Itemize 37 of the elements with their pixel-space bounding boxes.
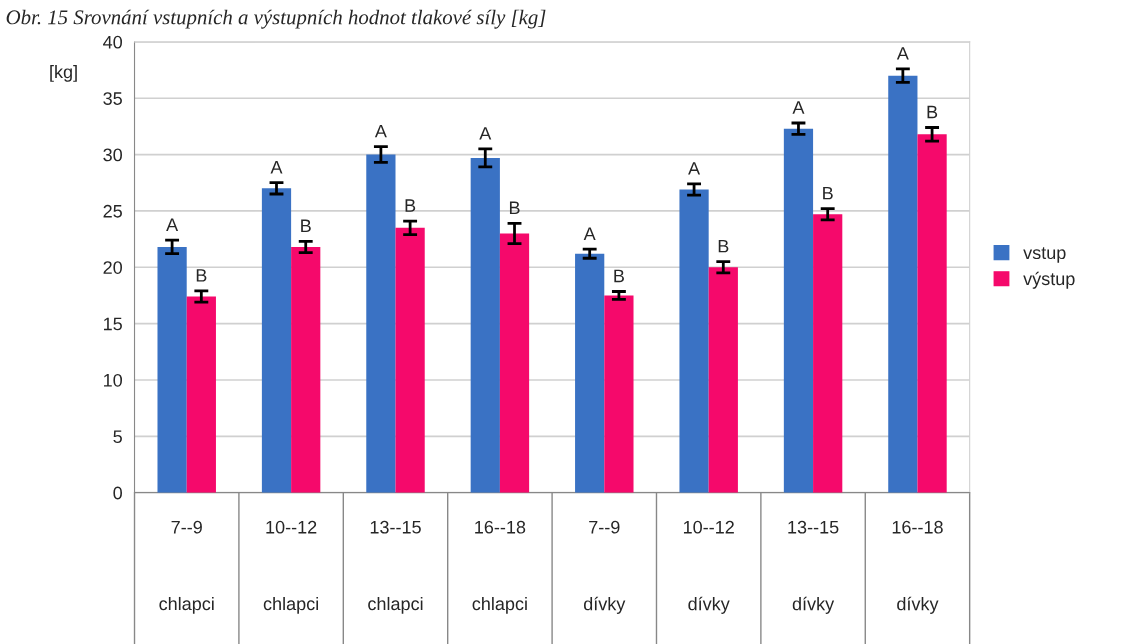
data-label: A: [896, 47, 909, 60]
category-label: 16--18 dívky: [892, 520, 943, 614]
y-tick-label: 10: [104, 373, 123, 387]
data-label: A: [479, 127, 492, 140]
y-tick-label: 5: [113, 430, 122, 444]
data-label: A: [688, 162, 701, 175]
data-label: A: [583, 227, 596, 240]
data-label: B: [614, 269, 624, 283]
data-label: B: [927, 105, 938, 119]
y-tick-label: 15: [104, 317, 122, 331]
y-tick-label: 25: [103, 204, 122, 218]
y-tick-label: 35: [103, 92, 122, 105]
category-label: 7--9 dívky: [583, 520, 626, 614]
data-label: A: [374, 124, 387, 138]
y-tick-label: 0: [113, 486, 123, 500]
y-axis-title: [kg]: [50, 65, 77, 82]
data-label: A: [792, 101, 805, 114]
legend-label: vstup: [1023, 247, 1066, 263]
data-label: B: [718, 239, 729, 253]
data-label: B: [196, 269, 207, 282]
data-label: B: [509, 201, 520, 214]
category-label: 7--9 chlapci: [159, 520, 214, 614]
category-label: 10--12 chlapci: [263, 520, 318, 614]
data-label: B: [301, 219, 311, 233]
data-label: A: [166, 218, 179, 231]
category-label: 16--18 chlapci: [472, 520, 527, 614]
category-label: 10--12 dívky: [683, 520, 734, 614]
data-label: B: [823, 186, 833, 200]
y-tick-label: 20: [103, 261, 123, 274]
chart-title: Obr. 15 Srovnání vstupních a výstupních hodnot tlakové síly [kg]: [6, 9, 546, 29]
category-label: 13--15 dívky: [788, 520, 839, 614]
y-tick-label: 40: [103, 35, 123, 49]
data-label: A: [270, 161, 283, 174]
category-label: 13--15 chlapci: [368, 520, 423, 614]
legend-label: výstup: [1023, 271, 1075, 289]
data-label: B: [405, 199, 416, 212]
y-tick-label: 30: [103, 148, 123, 162]
